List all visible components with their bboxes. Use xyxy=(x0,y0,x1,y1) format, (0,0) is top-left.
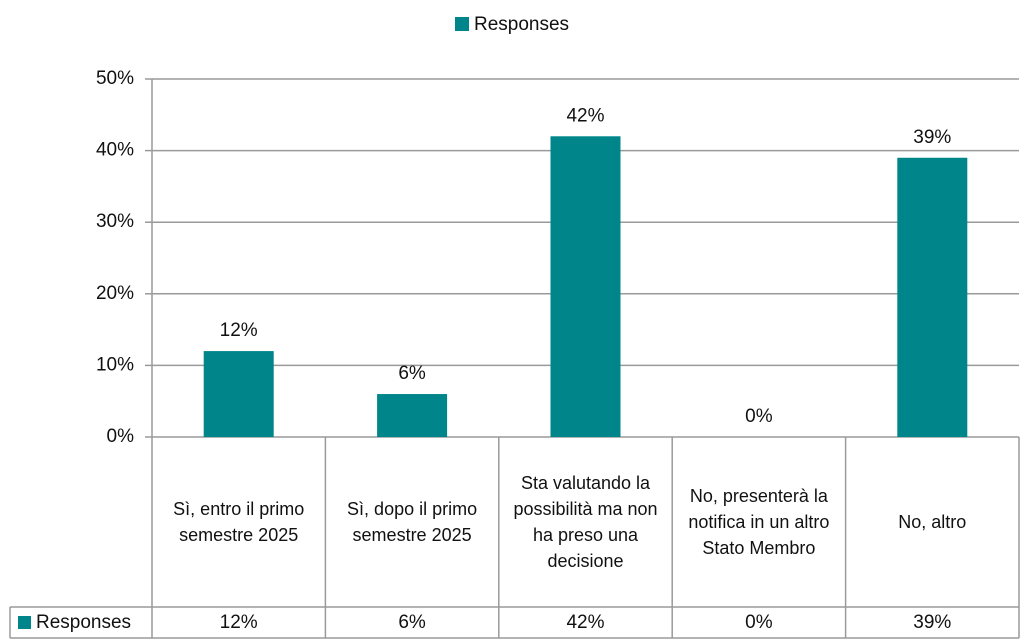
table-value: 6% xyxy=(398,612,426,633)
x-tick-label: Sì, dopo il primo semestre 2025 xyxy=(347,499,478,545)
y-tick-label: 0% xyxy=(107,426,135,447)
x-tick-label: No, altro xyxy=(898,512,967,532)
data-label: 42% xyxy=(566,105,604,126)
x-tick-label: Sì, entro il primo semestre 2025 xyxy=(173,499,305,545)
bar xyxy=(377,394,448,437)
data-label: 39% xyxy=(913,127,951,148)
x-tick-label: No, presenterà la notifica in un altro S… xyxy=(688,486,830,558)
y-tick-label: 50% xyxy=(96,68,134,89)
legend-label: Responses xyxy=(474,14,569,35)
data-label: 12% xyxy=(220,320,258,341)
table-value: 39% xyxy=(913,612,951,633)
y-tick-label: 40% xyxy=(96,140,134,161)
table-value: 0% xyxy=(745,612,773,633)
data-label: 0% xyxy=(745,406,773,427)
y-tick-label: 10% xyxy=(96,354,134,375)
bar xyxy=(897,157,968,437)
y-tick-label: 20% xyxy=(96,283,134,304)
bar xyxy=(203,351,274,437)
data-label: 6% xyxy=(398,363,426,384)
y-tick-label: 30% xyxy=(96,211,134,232)
bar xyxy=(550,136,621,437)
legend-key xyxy=(455,17,469,31)
table-value: 12% xyxy=(220,612,258,633)
x-tick-label: Sta valutando la possibilità ma non ha p… xyxy=(513,473,658,571)
table-value: 42% xyxy=(566,612,604,633)
table-legend-label: Responses xyxy=(36,612,131,633)
table-legend-key xyxy=(18,616,31,629)
